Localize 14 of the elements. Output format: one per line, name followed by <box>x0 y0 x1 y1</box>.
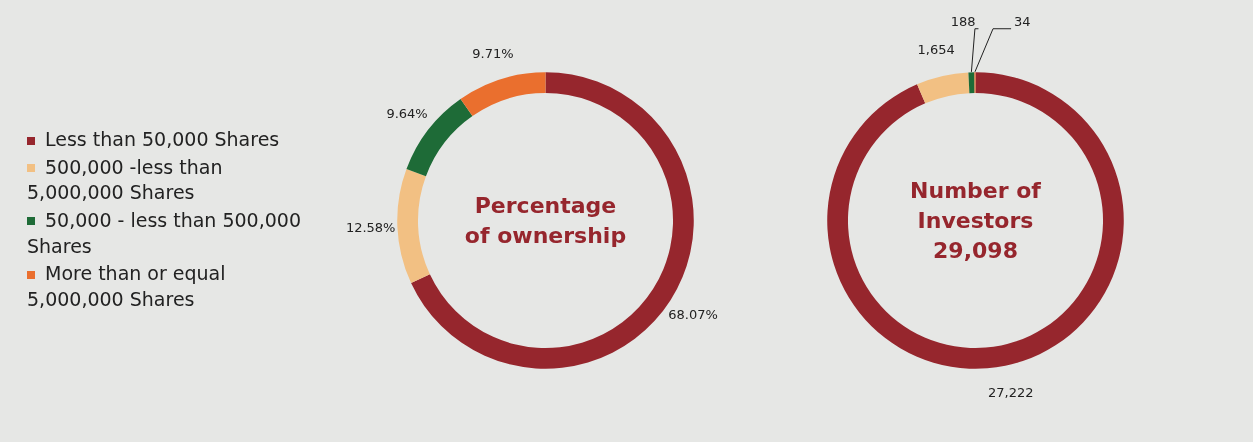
data-label: 34 <box>1014 13 1031 29</box>
legend-label: Less than 50,000 Shares <box>44 127 281 152</box>
data-label: 12.58% <box>345 220 396 236</box>
data-label: 188 <box>950 13 976 29</box>
text: Percentage of ownership <box>464 193 627 248</box>
data-label: 9.64% <box>386 105 428 121</box>
text: Number of Investors 29,098 <box>910 178 1042 264</box>
data-label: 1,654 <box>917 42 955 58</box>
data-label: 9.71% <box>472 45 514 61</box>
legend-label: 500,000 -less than 5,000,000 Shares <box>27 154 224 206</box>
legend-label: 50,000 - less than 500,000 Shares <box>27 207 302 259</box>
data-label: 68.07% <box>668 307 718 323</box>
legend-label: More than or equal 5,000,000 Shares <box>27 261 227 312</box>
data-label: 27,222 <box>987 384 1034 400</box>
